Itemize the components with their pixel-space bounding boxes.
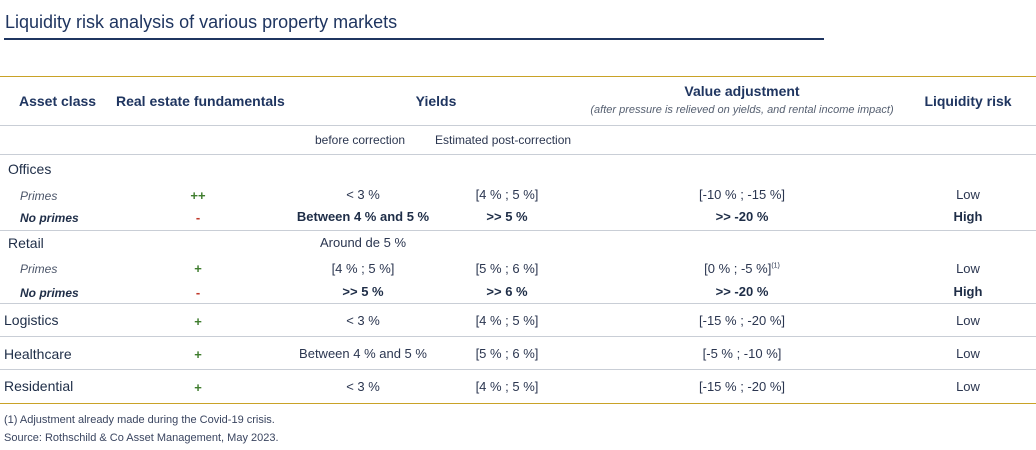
- logistics-yield-before: < 3 %: [346, 313, 380, 328]
- subheader-divider: [0, 154, 1036, 155]
- footnote-source: Source: Rothschild & Co Asset Management…: [4, 432, 279, 444]
- subheader-post-correction: Estimated post-correction: [435, 133, 572, 147]
- table-bottom-rule: [0, 403, 1036, 404]
- retail-primes-value: [0 % ; -5 %](1): [704, 261, 780, 276]
- retail-primes-risk: Low: [956, 261, 980, 276]
- retail-noprimes-risk: High: [953, 284, 983, 299]
- header-value-adjustment-note: (after pressure is relieved on yields, a…: [590, 104, 894, 116]
- offices-noprimes-label: No primes: [20, 211, 79, 225]
- residential-risk: Low: [956, 379, 980, 394]
- header-divider: [0, 125, 1036, 126]
- group-retail: Retail: [8, 235, 44, 251]
- offices-primes-risk: Low: [956, 187, 980, 202]
- retail-primes-yield-post: [5 % ; 6 %]: [475, 261, 539, 276]
- retail-noprimes-value: >> -20 %: [715, 284, 769, 299]
- retail-noprimes-label: No primes: [20, 286, 79, 300]
- residential-fundamentals: +: [194, 380, 202, 395]
- residential-yield-before: < 3 %: [346, 379, 380, 394]
- header-liquidity-risk: Liquidity risk: [924, 93, 1012, 109]
- footnote-1: (1) Adjustment already made during the C…: [4, 414, 275, 426]
- group-offices: Offices: [8, 161, 52, 177]
- retail-noprimes-yield-post: >> 6 %: [486, 284, 528, 299]
- healthcare-fundamentals: +: [194, 347, 202, 362]
- page-title: Liquidity risk analysis of various prope…: [5, 12, 398, 32]
- offices-noprimes-yield-before: Between 4 % and 5 %: [296, 209, 430, 224]
- retail-divider: [0, 303, 1036, 304]
- offices-noprimes-fundamentals: -: [195, 210, 201, 225]
- row-residential-label: Residential: [4, 378, 74, 394]
- healthcare-divider: [0, 369, 1036, 370]
- healthcare-yield-before: Between 4 % and 5 %: [299, 346, 427, 361]
- offices-primes-yield-post: [4 % ; 5 %]: [475, 187, 539, 202]
- retail-primes-value-footnote-ref: (1): [771, 262, 780, 270]
- offices-primes-label: Primes: [20, 189, 58, 203]
- offices-divider: [0, 230, 1036, 231]
- title-underline: [4, 38, 824, 40]
- table-top-rule: [0, 76, 1036, 77]
- logistics-yield-post: [4 % ; 5 %]: [475, 313, 539, 328]
- healthcare-value: [-5 % ; -10 %]: [702, 346, 782, 361]
- row-healthcare-label: Healthcare: [4, 346, 72, 362]
- retail-primes-fundamentals: +: [194, 261, 202, 276]
- logistics-risk: Low: [956, 313, 980, 328]
- logistics-fundamentals: +: [194, 314, 202, 329]
- offices-noprimes-value: >> -20 %: [715, 209, 769, 224]
- header-asset-class: Asset class: [19, 93, 97, 109]
- retail-noprimes-yield-before: >> 5 %: [342, 284, 384, 299]
- residential-value: [-15 % ; -20 %]: [699, 379, 785, 394]
- retail-primes-yield-before: [4 % ; 5 %]: [331, 261, 395, 276]
- retail-yield-note: Around de 5 %: [319, 235, 407, 250]
- logistics-divider: [0, 336, 1036, 337]
- healthcare-yield-post: [5 % ; 6 %]: [475, 346, 539, 361]
- header-yields: Yields: [415, 93, 457, 109]
- residential-yield-post: [4 % ; 5 %]: [475, 379, 539, 394]
- offices-primes-value: [-10 % ; -15 %]: [699, 187, 785, 202]
- offices-noprimes-risk: High: [953, 209, 983, 224]
- offices-primes-fundamentals: ++: [190, 188, 206, 203]
- offices-noprimes-yield-post: >> 5 %: [486, 209, 528, 224]
- header-fundamentals: Real estate fundamentals: [116, 93, 285, 109]
- row-logistics-label: Logistics: [4, 312, 59, 328]
- healthcare-risk: Low: [956, 346, 980, 361]
- retail-noprimes-fundamentals: -: [195, 285, 201, 300]
- retail-primes-value-text: [0 % ; -5 %]: [704, 261, 772, 276]
- subheader-before-correction: before correction: [315, 133, 406, 147]
- logistics-value: [-15 % ; -20 %]: [699, 313, 785, 328]
- offices-primes-yield-before: < 3 %: [346, 187, 380, 202]
- header-value-adjustment: Value adjustment: [684, 83, 800, 99]
- retail-primes-label: Primes: [20, 262, 58, 276]
